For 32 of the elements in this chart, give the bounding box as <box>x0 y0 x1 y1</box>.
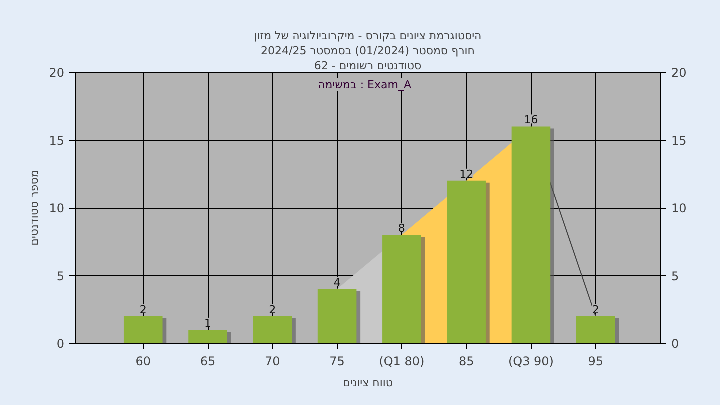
y-axis-title: מספר סטודנטים <box>28 170 42 246</box>
data-label: 16 <box>524 114 538 127</box>
x-tick-label: 95 <box>588 354 604 368</box>
x-tick-label: 65 <box>200 354 216 368</box>
data-label: 2 <box>140 303 147 316</box>
text: סטודנטים רשומים - 62 <box>314 60 422 72</box>
chart-title: היסטוגרמת ציונים בקורס - מיקרוביולוגיה של מזון <box>254 30 482 42</box>
y-tick-label: 20 <box>49 66 65 80</box>
annotation: במשימה : Exam_A <box>318 78 412 92</box>
x-tick-label: 85 <box>458 354 474 368</box>
data-label: 8 <box>398 222 406 236</box>
text: 2024/25 חורף סמסטר (01/2024) בסמסטר <box>261 44 476 58</box>
y2-tick-label: 5 <box>672 269 680 284</box>
x-tick-label: 70 <box>265 354 280 368</box>
x-tick-label: 60 <box>136 354 152 368</box>
data-label: 2 <box>269 303 276 316</box>
x-tick-label: (Q3 90) <box>508 354 554 368</box>
y-tick-label: 10 <box>49 202 65 216</box>
y-tick-label: 5 <box>56 269 65 284</box>
y-tick-label: 0 <box>56 337 65 351</box>
data-label: 12 <box>460 168 474 181</box>
y-tick-label: 15 <box>49 134 65 148</box>
y2-tick-label: 20 <box>672 66 687 80</box>
y2-tick-label: 0 <box>672 337 680 351</box>
x-axis-title: טווח ציונים <box>343 376 393 390</box>
y2-tick-label: 15 <box>672 134 687 148</box>
data-label: 2 <box>592 303 600 316</box>
x-tick-label: (Q1 80) <box>379 354 425 368</box>
data-label: 1 <box>204 316 212 330</box>
y2-tick-label: 10 <box>672 202 687 216</box>
x-tick-label: 75 <box>330 354 345 368</box>
data-label: 4 <box>334 276 341 290</box>
